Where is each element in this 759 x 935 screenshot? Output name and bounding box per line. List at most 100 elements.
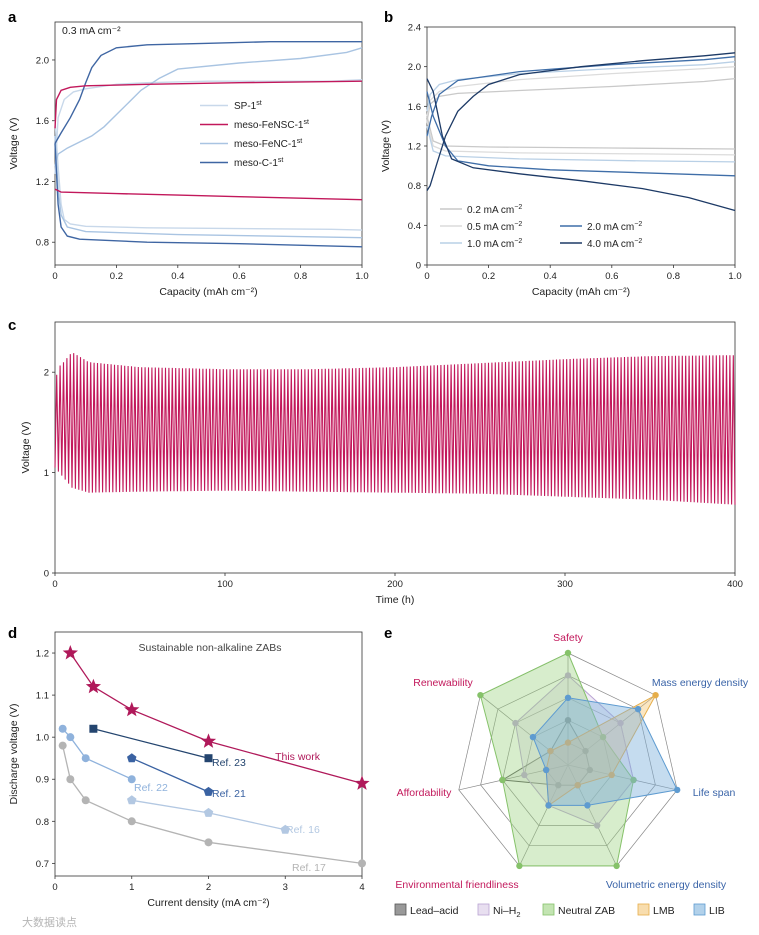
series-line-4.0 mA cm⁻²-discharge xyxy=(426,78,736,212)
radar-axis-label: Affordability xyxy=(397,787,452,799)
series-line-SP-1st-discharge xyxy=(54,120,363,231)
x-tick-label: 3 xyxy=(283,882,288,893)
series-line xyxy=(62,728,133,780)
x-tick-label: 1.0 xyxy=(728,271,741,282)
y-tick-label: 1.6 xyxy=(36,116,49,127)
legend-label: Ni–H2 xyxy=(493,905,521,919)
radar-vertex xyxy=(574,781,581,789)
radar-vertex xyxy=(586,766,594,774)
legend-swatch xyxy=(693,903,706,916)
data-point xyxy=(203,807,214,817)
data-point xyxy=(204,754,213,763)
data-point xyxy=(127,775,136,784)
radar-area-LIB xyxy=(532,697,678,806)
panel-d-chart: 0 1 2 3 4 0.7 0.8 0.9 1.0 1.1 1.2 Current density (… xyxy=(8,631,370,909)
radar-axis-label: Renewability xyxy=(413,677,473,689)
series-line xyxy=(131,757,209,793)
radar-vertex xyxy=(599,733,607,741)
data-point xyxy=(204,838,213,847)
series-label: Ref. 21 xyxy=(212,788,246,800)
y-tick-label: 2.0 xyxy=(408,62,421,73)
series-line-meso-FeNSC-1st-discharge xyxy=(54,188,363,201)
y-tick-label: 0 xyxy=(44,569,49,580)
panel-a-chart: 0 0.2 0.4 0.6 0.8 1.0 0.8 1.2 1.6 2.0 Capacity (mA… xyxy=(8,21,369,298)
legend-swatch xyxy=(637,903,650,916)
x-tick-label: 1.0 xyxy=(355,271,368,282)
legend-label: 4.0 mA cm−2 xyxy=(587,238,642,250)
series-line-meso-C-1st-discharge xyxy=(54,143,363,248)
x-tick-label: 0.4 xyxy=(544,271,557,282)
radar-area-Lead–acid xyxy=(500,719,591,786)
series-label: Ref. 17 xyxy=(292,862,326,874)
radar-vertex xyxy=(477,691,484,699)
series-line-2.0 mA cm⁻²-discharge xyxy=(426,91,736,177)
panel-c-chart: 0 100 200 300 400 0 1 2 Time (h) Voltage (V) xyxy=(20,321,743,606)
series-line-1.0 mA cm⁻²-discharge xyxy=(426,126,736,163)
radar-spoke xyxy=(567,694,656,766)
x-tick-label: 0.2 xyxy=(110,271,123,282)
y-axis-label: Discharge voltage (V) xyxy=(8,704,20,805)
legend-swatch xyxy=(542,903,555,916)
radar-area-Ni–H xyxy=(514,674,635,827)
series-line-4.0 mA cm⁻²-charge xyxy=(426,52,736,191)
x-axis-label: Capacity (mAh cm⁻²) xyxy=(532,286,630,298)
legend-label: meso-FeNC-1st xyxy=(234,138,302,150)
y-axis-label: Voltage (V) xyxy=(380,120,392,172)
y-tick-label: 2.0 xyxy=(36,55,49,66)
radar-vertex xyxy=(582,747,589,755)
watermark-text: 大数据读点 xyxy=(22,915,77,929)
radar-vertex xyxy=(613,862,620,870)
data-point xyxy=(58,741,67,750)
series-line-meso-FeNC-1st-discharge xyxy=(54,135,363,239)
data-point xyxy=(85,678,101,694)
x-tick-label: 0.2 xyxy=(482,271,495,282)
series-label: This work xyxy=(275,751,321,763)
x-tick-label: 0.4 xyxy=(171,271,184,282)
radar-vertex xyxy=(608,771,615,779)
y-tick-label: 2 xyxy=(44,368,49,379)
legend-label: 2.0 mA cm−2 xyxy=(587,221,642,233)
x-tick-label: 100 xyxy=(217,579,233,590)
data-point xyxy=(124,701,140,717)
series-line xyxy=(93,728,209,759)
radar-spoke xyxy=(458,764,569,791)
radar-vertex xyxy=(521,771,528,779)
y-tick-label: 1 xyxy=(44,468,49,479)
radar-vertex xyxy=(652,691,659,699)
radar-vertex xyxy=(555,781,562,789)
y-tick-label: 1.2 xyxy=(36,177,49,188)
x-tick-label: 0.8 xyxy=(667,271,680,282)
radar-vertex xyxy=(512,719,519,727)
radar-spoke xyxy=(567,764,678,791)
x-tick-label: 0 xyxy=(52,882,57,893)
radar-vertex xyxy=(564,717,572,724)
chart-title: Sustainable non-alkaline ZABs xyxy=(138,642,281,654)
x-tick-label: 0.8 xyxy=(294,271,307,282)
radar-axis-label: Life span xyxy=(693,787,736,799)
x-tick-label: 300 xyxy=(557,579,573,590)
series-line-0.5 mA cm⁻²-charge xyxy=(426,66,736,117)
y-tick-label: 2.4 xyxy=(408,23,421,34)
data-point xyxy=(127,753,137,763)
data-point xyxy=(200,733,217,748)
radar-vertex xyxy=(499,776,506,784)
y-tick-label: 0.8 xyxy=(36,238,49,249)
legend-label: SP-1st xyxy=(234,100,262,112)
panel-b-chart: 0 0.2 0.4 0.6 0.8 1.0 0 0.4 0.8 1.2 1.6 2.0 2.4 Capac… xyxy=(380,23,742,299)
x-tick-label: 400 xyxy=(727,579,743,590)
series-line-meso-FeNC-1st-charge xyxy=(54,47,363,167)
y-tick-label: 0 xyxy=(416,261,421,272)
radar-spoke xyxy=(567,764,617,867)
y-tick-label: 1.2 xyxy=(408,142,421,153)
radar-area-LMB xyxy=(545,693,657,807)
x-tick-label: 0 xyxy=(52,271,57,282)
radar-vertex xyxy=(630,776,637,784)
legend-label: 0.5 mA cm−2 xyxy=(467,221,522,233)
radar-vertex xyxy=(564,649,572,657)
series-label: Ref. 16 xyxy=(286,824,320,836)
data-point xyxy=(66,733,75,742)
series-line-0.2 mA cm⁻²-discharge xyxy=(426,116,736,150)
radar-vertex xyxy=(617,719,624,727)
panel-letter-b: b xyxy=(384,9,393,26)
x-tick-label: 4 xyxy=(359,882,364,893)
